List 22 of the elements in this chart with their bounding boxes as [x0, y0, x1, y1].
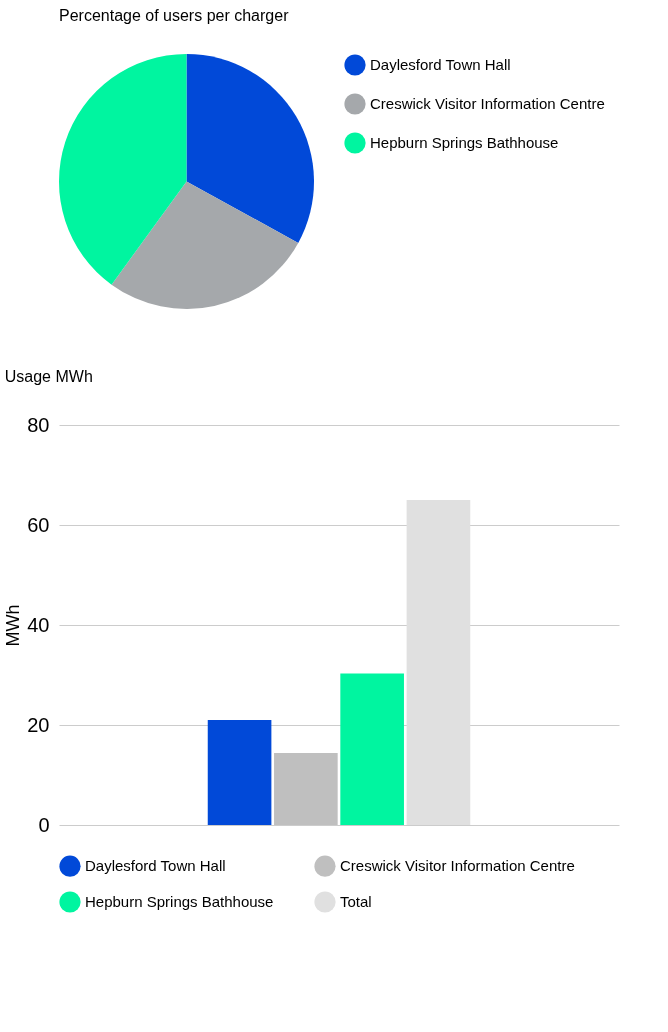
bar: [340, 673, 404, 825]
legend-label: Daylesford Town Hall: [370, 56, 511, 73]
bar: [406, 500, 471, 825]
bar: [207, 720, 272, 825]
chart-title: Percentage of users per charger: [59, 7, 290, 24]
y-axis-title: MWh: [3, 604, 24, 647]
pie-slice: [186, 54, 314, 243]
pie-slice: [59, 54, 187, 285]
y-tick-label: 60: [27, 513, 50, 536]
legend-label: Creswick Visitor Information Centre: [370, 95, 605, 112]
y-tick-label: 20: [27, 713, 50, 736]
y-tick-label: 80: [27, 413, 50, 436]
chart-title: Usage MWh: [4, 368, 93, 385]
pie-slice: [111, 181, 299, 309]
legend-label: Creswick Visitor Information Centre: [340, 857, 575, 875]
legend-label: Hepburn Springs Bathhouse: [85, 893, 274, 910]
legend-label: Hepburn Springs Bathhouse: [370, 134, 559, 151]
y-tick-label: 0: [38, 813, 50, 836]
legend-label: Daylesford Town Hall: [85, 857, 226, 875]
legend-label: Total: [340, 893, 372, 910]
y-tick-label: 40: [27, 613, 50, 636]
bar: [274, 753, 338, 825]
